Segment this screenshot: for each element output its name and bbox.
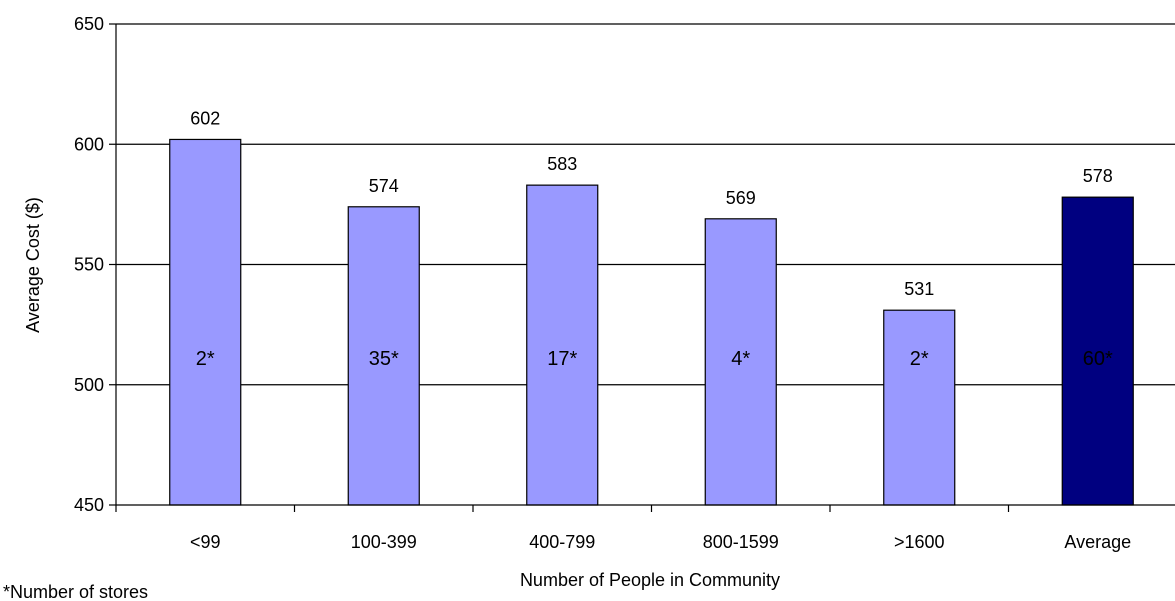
data-label: 583 (547, 154, 577, 174)
data-label: 578 (1083, 166, 1113, 186)
store-count-label: 35* (369, 348, 399, 370)
data-label: 531 (904, 279, 934, 299)
x-tick-label: 400-799 (529, 532, 595, 552)
y-axis-title: Average Cost ($) (23, 197, 43, 333)
x-tick-label: Average (1064, 532, 1131, 552)
axes (109, 23, 1175, 512)
footnote: *Number of stores (3, 582, 148, 601)
gridlines (116, 23, 1175, 386)
y-tick-label: 650 (74, 14, 104, 34)
y-tick-label: 600 (74, 134, 104, 154)
store-count-label: 60* (1083, 348, 1113, 370)
bar (1061, 196, 1134, 506)
bar (347, 206, 420, 506)
bar (883, 309, 956, 506)
y-tick-label: 550 (74, 255, 104, 275)
y-tick-label: 500 (74, 375, 104, 395)
bars (169, 138, 1134, 506)
store-count-label: 17* (547, 348, 577, 370)
x-tick-label: <99 (190, 532, 221, 552)
x-axis-title: Number of People in Community (520, 570, 780, 590)
store-count-label: 4* (731, 348, 750, 370)
data-label: 569 (726, 188, 756, 208)
data-label: 574 (369, 176, 399, 196)
x-tick-label: >1600 (894, 532, 945, 552)
store-count-label: 2* (910, 348, 929, 370)
bar (526, 184, 599, 506)
x-tick-label: 100-399 (351, 532, 417, 552)
y-tick-label: 450 (74, 495, 104, 515)
data-label: 602 (190, 108, 220, 128)
store-count-label: 2* (196, 348, 215, 370)
bar (169, 138, 242, 506)
x-tick-label: 800-1599 (703, 532, 779, 552)
labels: 450 500 550 600 650 602 2* <99 574 35* 100-399 583 1… (74, 14, 1131, 552)
